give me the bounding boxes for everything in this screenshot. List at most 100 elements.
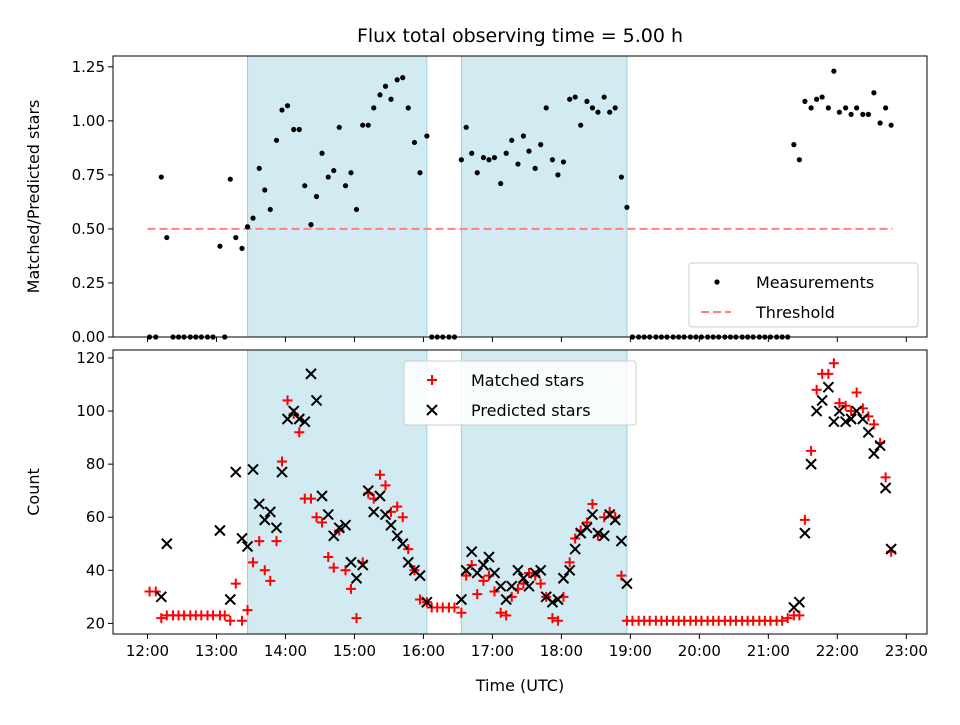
point-1-0-56: [466, 559, 477, 570]
point-1-1-48: [512, 564, 524, 577]
point-1-1-14: [288, 405, 300, 417]
point-0-0-26: [296, 126, 302, 133]
point-1-0-40: [374, 469, 385, 480]
point-0-0-80: [607, 109, 613, 115]
legend-label: Matched stars: [471, 371, 584, 390]
legend-box: [403, 360, 637, 426]
point-0-0-20: [262, 187, 268, 193]
point-1-0-110: [777, 615, 788, 626]
point-1-1-61: [586, 508, 599, 521]
point-1-0-116: [811, 384, 822, 395]
y-tick-label: 0.25: [72, 274, 105, 292]
point-1-1-79: [850, 405, 863, 417]
bottom-panel: 12:00 13:00 14:00 15:00 16:00 17:00 18:00 19:00…: [24, 349, 928, 695]
point-0-0-44: [400, 75, 406, 81]
point-0-0-41: [382, 83, 389, 89]
point-1-0-62: [501, 610, 512, 621]
point-1-1-15: [293, 413, 305, 425]
point-1-1-21: [328, 530, 340, 542]
point-1-1-25: [350, 572, 363, 584]
point-1-0-17: [242, 605, 253, 616]
point-0-0-48: [424, 133, 430, 139]
point-1-1-20: [322, 508, 334, 521]
point-1-1-3: [224, 593, 236, 606]
point-1-0-115: [806, 445, 817, 456]
point-1-1-63: [598, 530, 610, 542]
point-1-1-28: [368, 506, 380, 518]
point-1-0-54: [456, 607, 467, 618]
x-tick-label: 22:00: [816, 642, 859, 660]
point-1-1-75: [828, 415, 840, 428]
x-tick-label: 16:00: [402, 642, 445, 660]
point-0-0-28: [308, 222, 314, 228]
point-1-1-54: [546, 596, 559, 608]
point-0-0-38: [365, 122, 371, 128]
legend-marker: [427, 375, 437, 385]
point-0-0-116: [814, 96, 820, 102]
point-1-1-51: [529, 567, 541, 579]
point-0-0-128: [883, 105, 889, 111]
point-0-0-21: [267, 206, 273, 213]
point-0-0-33: [336, 124, 342, 130]
point-0-0-83: [624, 204, 630, 210]
point-0-0-22: [273, 137, 280, 143]
point-1-0-28: [305, 493, 316, 504]
point-0-0-59: [486, 157, 492, 163]
point-1-1-43: [483, 551, 495, 563]
y-tick-label: 120: [76, 349, 105, 367]
legend-label: Predicted stars: [471, 401, 591, 420]
point-0-0-39: [371, 105, 377, 111]
point-1-0-61: [495, 607, 506, 618]
point-0-0-124: [860, 111, 866, 117]
x-tick-label: 19:00: [609, 642, 652, 660]
point-1-1-13: [281, 413, 294, 425]
point-0-0-3: [164, 234, 170, 241]
y-axis-label: Count: [24, 468, 43, 516]
point-0-0-2: [158, 174, 164, 180]
point-1-1-5: [236, 532, 248, 545]
point-1-1-72: [810, 405, 823, 417]
point-1-1-7: [247, 463, 259, 476]
point-1-1-36: [414, 569, 426, 582]
point-0-0-37: [360, 122, 366, 128]
point-0-0-30: [319, 150, 325, 156]
point-1-1-55: [552, 593, 564, 606]
point-0-0-67: [532, 165, 538, 171]
point-1-1-73: [816, 394, 828, 407]
point-1-1-62: [592, 527, 604, 539]
point-1-1-31: [385, 519, 397, 531]
point-1-1-2: [214, 524, 226, 537]
point-1-1-27: [362, 484, 374, 497]
point-0-0-120: [836, 109, 842, 115]
point-1-0-43: [392, 501, 403, 512]
point-1-0-24: [282, 395, 293, 406]
point-1-1-22: [333, 522, 345, 534]
point-1-0-121: [840, 400, 851, 411]
point-1-1-67: [621, 577, 633, 590]
point-1-0-30: [317, 517, 328, 528]
point-1-0-22: [271, 536, 282, 547]
point-1-0-114: [799, 514, 810, 525]
point-0-0-19: [256, 165, 262, 171]
point-0-0-27: [302, 183, 308, 189]
point-1-0-68: [535, 578, 546, 589]
point-0-0-42: [388, 96, 394, 102]
point-1-0-74: [570, 533, 581, 544]
point-1-1-74: [822, 381, 835, 393]
point-0-0-114: [802, 98, 808, 104]
point-1-0-32: [328, 562, 339, 573]
point-0-0-29: [313, 193, 320, 200]
point-1-1-4: [230, 466, 242, 478]
point-0-0-82: [618, 174, 625, 180]
point-1-0-73: [564, 557, 575, 568]
point-1-0-57: [472, 589, 483, 600]
point-0-0-72: [560, 159, 567, 165]
point-1-1-49: [517, 572, 530, 584]
point-0-0-57: [474, 170, 480, 176]
point-1-0-21: [265, 575, 276, 586]
point-0-0-121: [843, 105, 849, 111]
legend-0: Measurements Threshold: [688, 262, 919, 328]
x-tick-label: 21:00: [747, 642, 790, 660]
point-1-1-71: [805, 458, 817, 470]
point-1-0-77: [587, 498, 598, 509]
